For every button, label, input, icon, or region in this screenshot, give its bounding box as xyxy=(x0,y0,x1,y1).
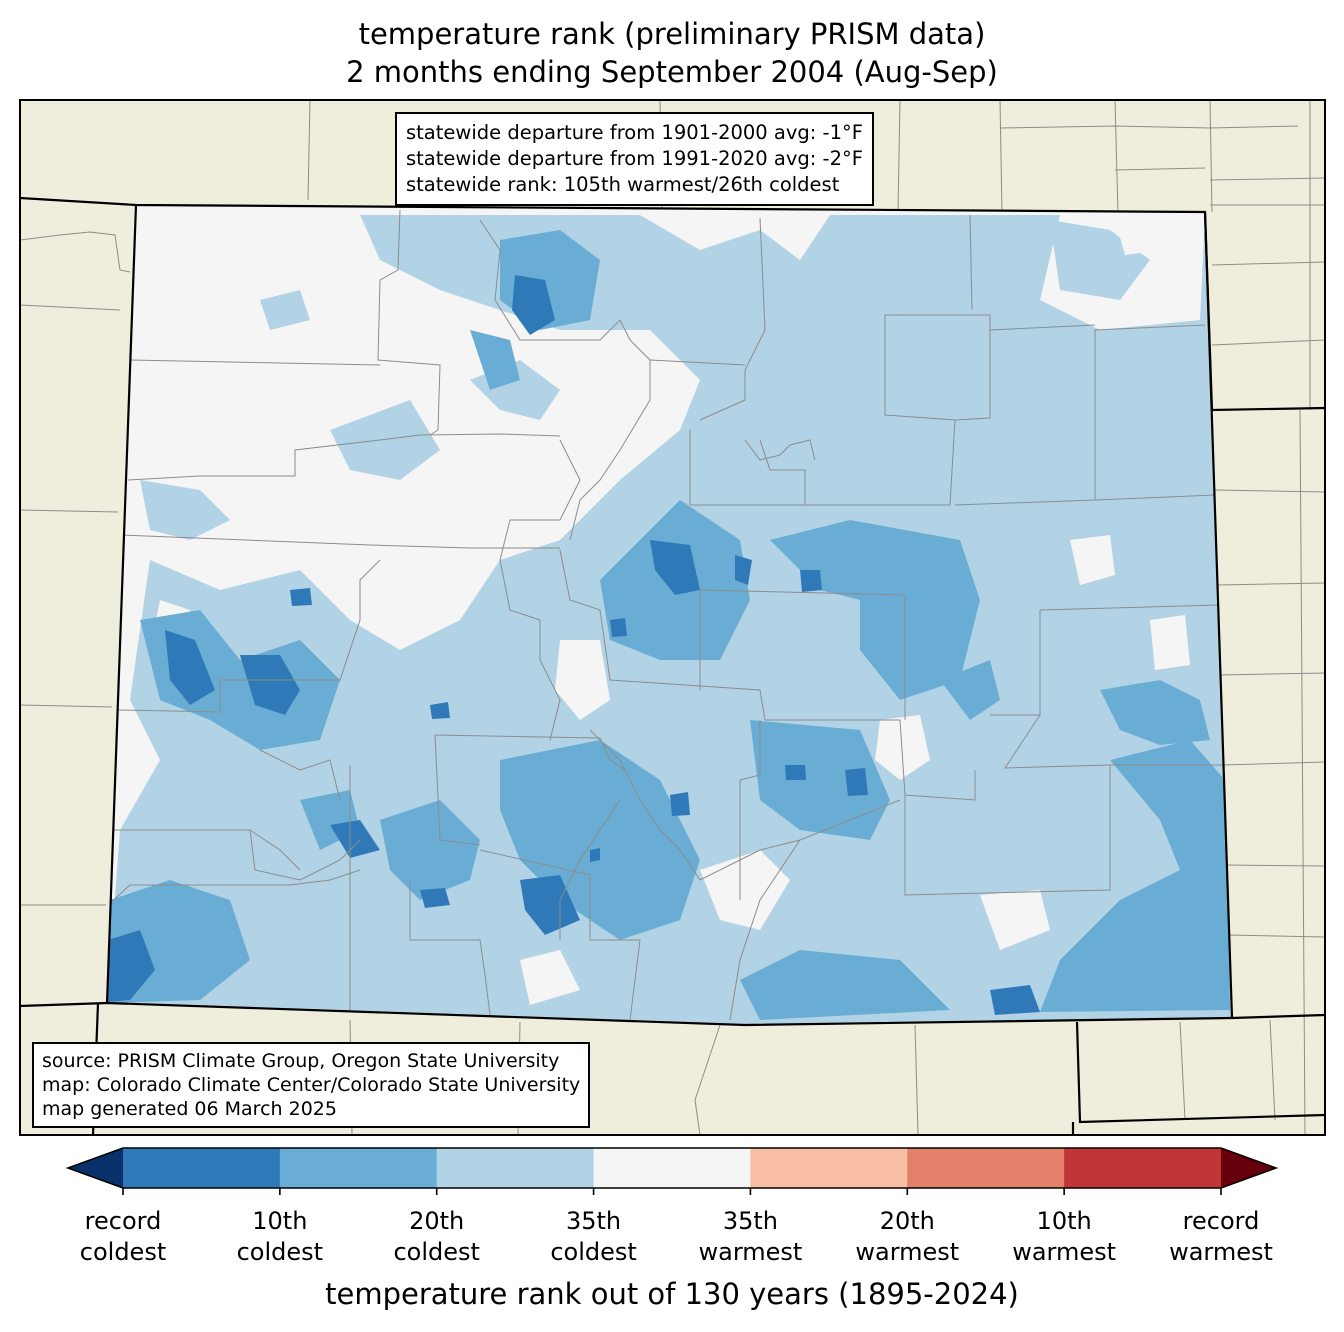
colorbar-tick-label-2: 10th coldest xyxy=(200,1206,360,1268)
map-frame xyxy=(19,99,1326,1136)
colorbar-tick-label-5: 35th warmest xyxy=(670,1206,830,1268)
colorbar-bin-4 xyxy=(593,1148,751,1188)
state-borders xyxy=(19,196,1326,1136)
colorbar-bin-5 xyxy=(750,1148,908,1188)
colorbar-tick-label-line-2: coldest xyxy=(550,1238,637,1266)
colorbar-tick-label-line-1: 20th xyxy=(409,1207,465,1235)
source-map-generated: map generated 06 March 2025 xyxy=(42,1098,337,1120)
colorbar-tick-label-8: record warmest xyxy=(1141,1206,1301,1268)
colorbar-bin-6 xyxy=(907,1148,1065,1188)
colorbar-tick-label-3: 20th coldest xyxy=(357,1206,517,1268)
stats-statewide-rank: statewide rank: 105th warmest/26th colde… xyxy=(406,173,840,196)
colorbar-tick-label-line-2: coldest xyxy=(236,1238,324,1266)
colorbar-tick-label-line-2: warmest xyxy=(855,1238,960,1266)
map-title-line-2: 2 months ending September 2004 (Aug-Sep) xyxy=(346,55,998,89)
colorbar-tick-label-line-2: warmest xyxy=(1169,1238,1273,1266)
colorbar-tick-label-line-2: warmest xyxy=(698,1238,803,1266)
source-credits-box: source: PRISM Climate Group, Oregon Stat… xyxy=(32,1042,591,1128)
statewide-stats-box: statewide departure from 1901-2000 avg: … xyxy=(395,112,874,206)
colorbar-title: temperature rank out of 130 years (1895-… xyxy=(325,1277,1019,1311)
county-lines xyxy=(107,209,1225,1021)
colorbar-tick-label-line-2: coldest xyxy=(393,1238,480,1266)
colorbar-tick-label-line-1: record xyxy=(84,1207,162,1235)
colorbar-tick-label-line-1: 35th xyxy=(565,1207,622,1235)
colorbar-tick-label-line-1: 10th xyxy=(1036,1207,1092,1235)
colorbar-tick-label-6: 20th warmest xyxy=(827,1206,987,1268)
colorbar-tick-label-line-1: 10th xyxy=(252,1207,308,1235)
colorbar-bin-7 xyxy=(1064,1148,1222,1188)
colorbar-tick-label-4: 35th coldest xyxy=(514,1206,674,1268)
colorbar-tick-label-line-2: coldest xyxy=(79,1238,167,1266)
colorbar-bin-1 xyxy=(123,1148,281,1188)
stats-departure-1901-2000: statewide departure from 1901-2000 avg: … xyxy=(406,121,863,144)
colorbar-tick-label-line-2: warmest xyxy=(1012,1238,1117,1266)
source-credit-prism: source: PRISM Climate Group, Oregon Stat… xyxy=(42,1050,560,1072)
colorbar-bin-3 xyxy=(436,1148,595,1188)
colorbar xyxy=(65,1147,1279,1195)
colorbar-bin-2 xyxy=(279,1148,438,1188)
colorbar-under-arrow xyxy=(68,1148,123,1188)
colorbar-tick-label-line-1: record xyxy=(1182,1207,1260,1235)
map-title-line-1: temperature rank (preliminary PRISM data… xyxy=(358,17,986,51)
source-credit-map: map: Colorado Climate Center/Colorado St… xyxy=(42,1074,581,1096)
colorbar-tick-label-7: 10th warmest xyxy=(984,1206,1144,1268)
colorbar-tick-label-line-1: 35th xyxy=(722,1207,778,1235)
colorbar-tick-label-1: record coldest xyxy=(43,1206,203,1268)
colorbar-over-arrow xyxy=(1221,1148,1276,1188)
band-10th-coldest xyxy=(108,275,1040,1015)
rank-shading xyxy=(107,215,1232,1025)
band-20th-coldest xyxy=(110,230,1230,1020)
stats-departure-1991-2020: statewide departure from 1991-2020 avg: … xyxy=(406,147,863,170)
colorbar-tick-label-line-1: 20th xyxy=(879,1207,935,1235)
